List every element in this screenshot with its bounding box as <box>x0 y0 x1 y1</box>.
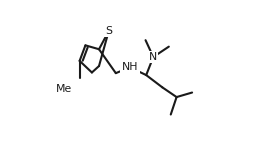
Text: N: N <box>149 52 158 62</box>
Text: NH: NH <box>122 62 138 72</box>
Text: S: S <box>105 26 112 36</box>
Text: Me: Me <box>56 84 73 94</box>
